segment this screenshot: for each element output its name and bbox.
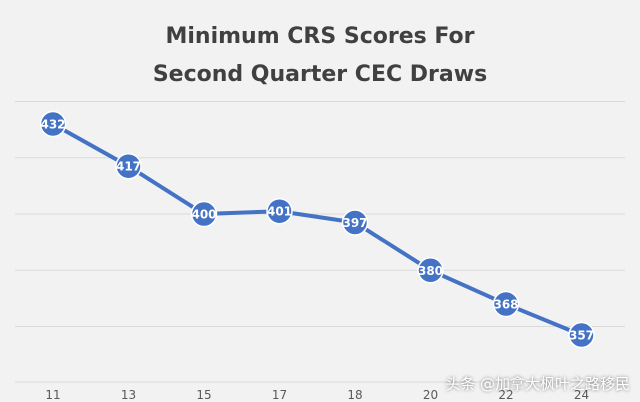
data-point [39,110,67,138]
data-point [266,197,293,225]
data-point [190,200,218,228]
x-tick-label: 20 [423,388,438,402]
x-tick-label: 13 [121,388,136,402]
watermark: 头条 @加拿大枫叶之路移民 [445,375,630,393]
data-label: 380 [418,264,443,278]
data-label: 432 [40,118,65,132]
data-point [492,290,520,318]
x-tick-label: 11 [45,388,60,402]
series-line [52,122,583,337]
data-point [341,209,369,236]
x-tick-label: 22 [498,388,513,402]
data-label: 417 [116,160,141,174]
x-tick-label: 17 [272,388,287,402]
data-point [568,321,595,349]
data-point [417,257,444,284]
data-label: 397 [342,216,367,230]
x-tick-label: 24 [574,388,589,402]
data-label: 401 [267,205,292,219]
x-tick-label: 18 [347,388,362,402]
chart-title-line-1: Minimum CRS Scores For [165,24,475,49]
data-label: 400 [191,208,216,222]
data-label: 357 [569,329,594,343]
data-point [115,152,142,180]
chart-title-line-2: Second Quarter CEC Draws [152,62,488,87]
x-tick-label: 15 [196,388,211,402]
data-label: 368 [493,298,518,312]
